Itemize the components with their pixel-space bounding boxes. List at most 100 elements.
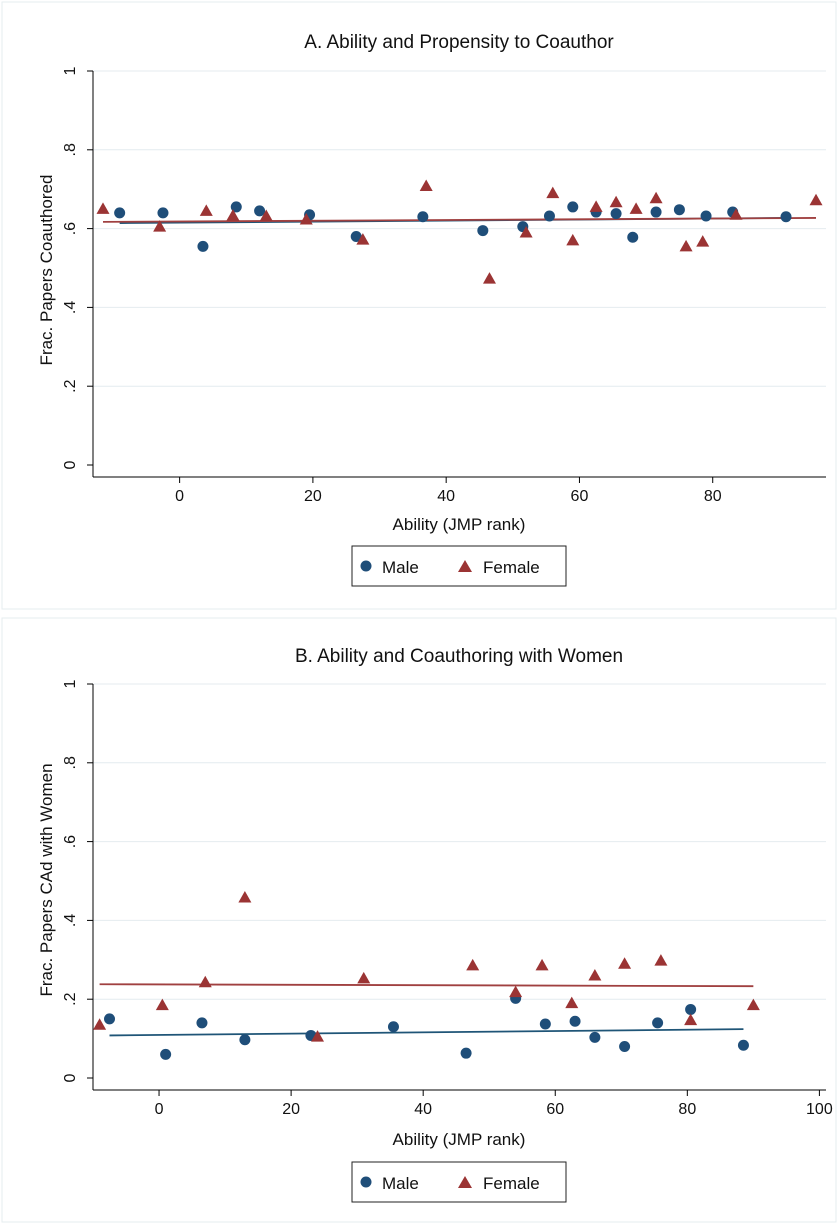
panel-a-legend-female-marker xyxy=(458,560,472,572)
panel-a-point-male xyxy=(650,206,662,218)
panel-b-title: B. Ability and Coauthoring with Women xyxy=(295,646,623,667)
panel-a-point-male xyxy=(627,231,639,243)
panel-b-point-male xyxy=(539,1018,551,1030)
panel-a-y-tick-label: 1 xyxy=(62,66,79,75)
panel-b-point-male xyxy=(460,1047,472,1059)
panel-b-point-male xyxy=(160,1048,172,1060)
panel-a-legend-male-marker xyxy=(360,560,372,572)
panel-b-y-tick-label: .6 xyxy=(62,835,79,848)
panel-b-point-female xyxy=(311,1030,325,1042)
panel-a-point-male xyxy=(567,201,579,213)
panel-b-point-female xyxy=(684,1013,698,1026)
panel-a-point-female xyxy=(482,272,496,284)
panel-b-x-tick-label: 0 xyxy=(155,1101,164,1118)
panel-b-point-female xyxy=(198,975,212,988)
panel-b-point-male xyxy=(104,1013,116,1025)
panel-b-point-male xyxy=(239,1034,251,1046)
panel-b-plot-area: 0 .2 .4 .6 .8 1 0 20 40 60 80 100 xyxy=(62,679,833,1118)
panel-b-x-tick-label: 40 xyxy=(414,1101,432,1118)
panel-a-legend: Male Female xyxy=(351,545,567,587)
panel-b-point-female xyxy=(654,954,668,966)
panel-a-point-female xyxy=(153,220,167,232)
panel-b-point-female xyxy=(618,957,632,969)
panel-a-point-female xyxy=(299,213,313,225)
panel-b-point-female xyxy=(509,985,523,998)
panel-a-point-male xyxy=(477,225,489,237)
panel-a-point-male xyxy=(780,211,792,223)
panel-a-y-tick-label: .6 xyxy=(62,222,79,235)
panel-b-y-tick-label: .4 xyxy=(62,914,79,927)
panel-b-x-tick-label: 20 xyxy=(282,1101,300,1118)
panel-a-title: A. Ability and Propensity to Coauthor xyxy=(304,32,614,53)
panel-b-x-tick-label: 80 xyxy=(678,1101,696,1118)
panel-a-point-female xyxy=(679,239,693,252)
panel-b-legend: Male Female xyxy=(351,1161,567,1203)
panel-b-xlabel: Ability (JMP rank) xyxy=(393,1130,526,1149)
panel-a-point-male xyxy=(350,230,362,242)
panel-b-point-female xyxy=(238,891,252,903)
panel-b-point-female xyxy=(155,998,169,1011)
panel-a-fit-line-female xyxy=(102,217,817,223)
panel-b-legend-male-label: Male xyxy=(382,1174,419,1193)
panel-b-x-tick-label: 100 xyxy=(806,1101,833,1118)
panel-a-point-male xyxy=(543,210,555,222)
panel-a-point-female xyxy=(259,209,273,221)
panel-a-ylabel: Frac. Papers Coauthored xyxy=(37,175,56,366)
panel-a-border xyxy=(1,1,837,610)
panel-a-point-male xyxy=(700,210,712,222)
panel-a-point-female xyxy=(356,233,370,245)
panel-b-point-male xyxy=(652,1017,664,1029)
panel-b-point-male xyxy=(589,1031,601,1043)
panel-b-legend-female-marker xyxy=(458,1176,472,1188)
panel-a-point-male xyxy=(157,207,169,219)
panel-a-point-female xyxy=(649,191,663,204)
panel-a-point-female xyxy=(199,204,213,216)
panel-b-legend-male-marker xyxy=(360,1176,372,1188)
panel-a-y-tick-label: .4 xyxy=(62,301,79,314)
panel-a-point-female xyxy=(546,186,560,199)
panel-b-point-male xyxy=(196,1017,208,1029)
panel-b-point-female xyxy=(357,971,371,984)
panel-b-y-tick-label: 1 xyxy=(62,679,79,688)
panel-a-plot-area: 0 .2 .4 .6 .8 1 0 20 40 60 80 xyxy=(62,66,826,505)
panel-a-point-male xyxy=(254,205,266,217)
panel-b-border xyxy=(1,617,837,1223)
panel-a-x-tick-label: 80 xyxy=(704,488,722,505)
panel-a-point-female xyxy=(419,179,433,192)
panel-a-xlabel: Ability (JMP rank) xyxy=(393,515,526,534)
panel-a-y-tick-label: .2 xyxy=(62,379,79,392)
panel-a-point-male xyxy=(610,208,622,220)
panel-a-legend-box xyxy=(351,545,567,587)
panel-a-x-tick-label: 20 xyxy=(304,488,322,505)
panel-a-x-tick-label: 0 xyxy=(175,488,184,505)
panel-b-point-male xyxy=(619,1040,631,1052)
panel-a-x-tick-label: 40 xyxy=(437,488,455,505)
panel-b-point-female xyxy=(466,958,480,971)
panel-a-point-female xyxy=(96,202,110,214)
panel-a-point-female xyxy=(519,226,533,238)
panel-b-point-male xyxy=(569,1015,581,1027)
panel-b-point-female xyxy=(588,969,602,981)
panel-a-x-tick-label: 60 xyxy=(571,488,589,505)
panel-a-point-female xyxy=(566,233,580,246)
panel-a-legend-male-label: Male xyxy=(382,558,419,577)
panel-b-point-male xyxy=(685,1003,697,1015)
panel-b: B. Ability and Coauthoring with Women Ab… xyxy=(1,617,837,1223)
panel-b-y-tick-label: 0 xyxy=(62,1073,79,1082)
panel-a-point-male xyxy=(197,240,209,252)
panel-a-point-female xyxy=(226,209,240,221)
panel-b-point-female xyxy=(565,996,579,1009)
panel-a-point-male xyxy=(673,204,685,216)
panel-b-point-female xyxy=(93,1018,107,1030)
panel-a-point-male xyxy=(417,211,429,223)
panel-b-legend-box xyxy=(351,1161,567,1203)
panel-a-y-tick-label: 0 xyxy=(62,460,79,469)
panel-b-y-tick-label: .2 xyxy=(62,992,79,1005)
panel-b-y-tick-label: .8 xyxy=(62,756,79,769)
panel-b-fit-line-male xyxy=(109,1028,744,1037)
panel-b-point-female xyxy=(746,998,760,1011)
panel-a-point-female xyxy=(629,202,643,214)
panel-a-point-male xyxy=(114,207,126,219)
